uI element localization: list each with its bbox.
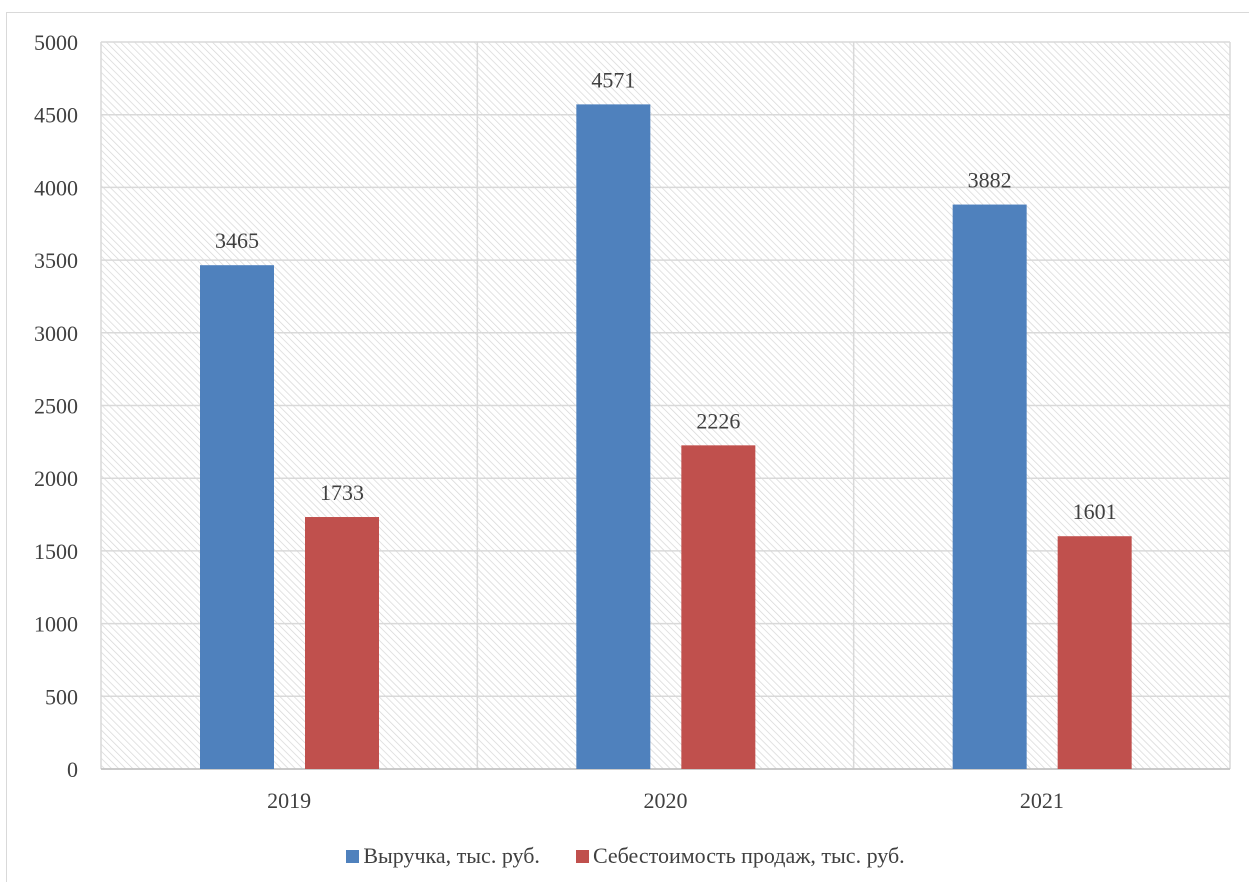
data-label: 3465 [215, 228, 259, 253]
y-tick-label: 5000 [34, 30, 78, 55]
y-tick-label: 2500 [34, 394, 78, 419]
data-label: 3882 [968, 168, 1012, 193]
bar-cost-2020 [681, 445, 756, 769]
y-tick-label: 3000 [34, 321, 78, 346]
legend-label-revenue: Выручка, тыс. руб. [363, 843, 540, 868]
axes: 0 500 1000 1500 2000 2500 3000 3500 4000 4500 5000… [34, 30, 1230, 813]
legend: Выручка, тыс. руб. Себестоимость продаж,… [0, 838, 1251, 874]
chart-frame [6, 12, 1249, 882]
y-tick-label: 3500 [34, 248, 78, 273]
y-tick-label: 500 [45, 684, 78, 709]
bar-revenue-2019 [200, 265, 274, 769]
legend-swatch-cost [575, 849, 589, 863]
legend-swatch-revenue [346, 849, 360, 863]
data-label: 2226 [696, 408, 740, 433]
bars [200, 104, 1132, 770]
y-tick-label: 4000 [34, 175, 78, 200]
y-tick-label: 2000 [34, 466, 78, 491]
bar-cost-2021 [1057, 536, 1132, 769]
gridlines [100, 41, 1231, 770]
data-label: 1733 [320, 480, 364, 505]
y-tick-label: 0 [67, 757, 78, 782]
bar-revenue-2020 [576, 104, 651, 770]
y-tick-label: 1000 [34, 612, 78, 637]
legend-item-revenue: Выручка, тыс. руб. [346, 843, 540, 869]
x-tick-label: 2020 [644, 788, 688, 813]
data-labels: 3465 4571 3882 1733 2226 1601 [215, 67, 1117, 524]
data-label: 4571 [591, 67, 635, 92]
data-label: 1601 [1073, 499, 1117, 524]
y-tick-label: 1500 [34, 539, 78, 564]
y-tick-label: 4500 [34, 103, 78, 128]
x-tick-label: 2019 [267, 788, 311, 813]
legend-item-cost: Себестоимость продаж, тыс. руб. [575, 843, 905, 869]
bar-revenue-2021 [952, 204, 1027, 770]
x-tick-label: 2021 [1020, 788, 1064, 813]
legend-label-cost: Себестоимость продаж, тыс. руб. [592, 843, 905, 868]
bar-cost-2019 [305, 517, 379, 769]
